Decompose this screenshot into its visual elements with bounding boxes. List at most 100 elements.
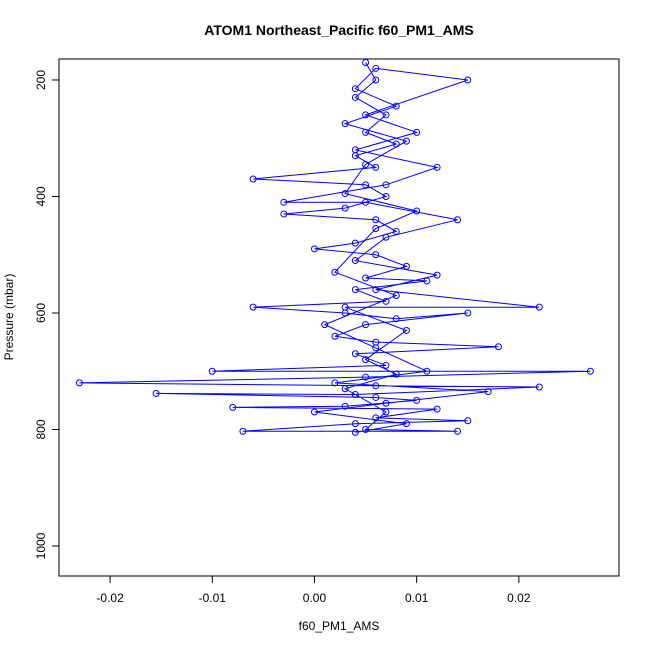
- data-point: [382, 408, 390, 416]
- data-point: [351, 350, 359, 358]
- x-axis-label: f60_PM1_AMS: [299, 619, 380, 633]
- data-point: [249, 175, 257, 183]
- data-point: [331, 268, 339, 276]
- plot-frame: [58, 58, 620, 577]
- data-point: [152, 389, 160, 397]
- data-point: [372, 414, 380, 422]
- data-point: [321, 321, 329, 329]
- data-point: [392, 292, 400, 300]
- data-point: [362, 356, 370, 364]
- x-tick-label: 0.02: [507, 591, 531, 605]
- data-point: [372, 251, 380, 259]
- data-point: [229, 403, 237, 411]
- data-point: [382, 111, 390, 119]
- y-tick-label: 800: [34, 419, 48, 439]
- data-point: [392, 102, 400, 110]
- data-point: [208, 367, 216, 375]
- data-point: [372, 344, 380, 352]
- data-point: [402, 137, 410, 145]
- data-point: [75, 379, 83, 387]
- data-point: [433, 163, 441, 171]
- data-point: [351, 93, 359, 101]
- data-point: [362, 425, 370, 433]
- data-point: [382, 297, 390, 305]
- y-tick-label: 1000: [34, 532, 48, 559]
- y-tick-label: 400: [34, 186, 48, 206]
- data-point: [454, 216, 462, 224]
- data-point: [392, 315, 400, 323]
- data-point: [372, 216, 380, 224]
- data-point: [382, 399, 390, 407]
- data-point: [351, 391, 359, 399]
- data-point: [351, 420, 359, 428]
- data-point: [535, 383, 543, 391]
- data-point: [372, 382, 380, 390]
- data-point: [362, 321, 370, 329]
- data-point: [341, 190, 349, 198]
- data-point: [382, 361, 390, 369]
- data-point: [382, 181, 390, 189]
- data-point: [280, 198, 288, 206]
- data-point: [392, 370, 400, 378]
- data-point: [454, 427, 462, 435]
- data-point: [362, 198, 370, 206]
- data-point: [351, 146, 359, 154]
- data-point: [402, 420, 410, 428]
- data-point: [351, 85, 359, 93]
- data-point: [402, 262, 410, 270]
- data-point: [464, 309, 472, 317]
- data-point: [362, 160, 370, 168]
- x-tick-label: -0.02: [96, 591, 124, 605]
- data-point: [310, 408, 318, 416]
- data-point: [402, 326, 410, 334]
- data-point: [362, 128, 370, 136]
- data-point: [341, 303, 349, 311]
- data-point: [494, 343, 502, 351]
- data-point: [464, 417, 472, 425]
- data-point: [351, 428, 359, 436]
- data-point: [433, 271, 441, 279]
- data-point: [249, 303, 257, 311]
- y-tick-label: 200: [34, 70, 48, 90]
- data-point: [433, 405, 441, 413]
- data-point: [372, 225, 380, 233]
- data-point: [239, 427, 247, 435]
- chart-title: ATOM1 Northeast_Pacific f60_PM1_AMS: [204, 22, 473, 38]
- data-point: [351, 286, 359, 294]
- data-point: [382, 233, 390, 241]
- data-point: [464, 76, 472, 84]
- data-point: [331, 332, 339, 340]
- data-point: [341, 385, 349, 393]
- data-point: [351, 239, 359, 247]
- data-point: [341, 120, 349, 128]
- data-point: [382, 192, 390, 200]
- data-point: [362, 59, 370, 66]
- data-point: [362, 373, 370, 381]
- data-point: [586, 367, 594, 375]
- data-point: [484, 388, 492, 396]
- data-point: [351, 257, 359, 265]
- data-point: [392, 140, 400, 148]
- y-axis-label: Pressure (mbar): [2, 274, 16, 361]
- data-point: [423, 277, 431, 285]
- data-point: [423, 367, 431, 375]
- data-point: [280, 210, 288, 218]
- data-point: [362, 111, 370, 119]
- data-point: [372, 286, 380, 294]
- data-point: [372, 76, 380, 84]
- x-tick-label: 0.01: [405, 591, 429, 605]
- data-line: [79, 62, 591, 433]
- x-tick-label: 0.00: [303, 591, 327, 605]
- data-point: [310, 245, 318, 253]
- y-tick-label: 600: [34, 303, 48, 323]
- data-point: [372, 163, 380, 171]
- data-point: [341, 402, 349, 410]
- data-point: [392, 227, 400, 235]
- data-point: [413, 128, 421, 136]
- data-point: [341, 204, 349, 212]
- data-point: [372, 64, 380, 72]
- data-point: [362, 274, 370, 282]
- x-tick-label: -0.01: [199, 591, 227, 605]
